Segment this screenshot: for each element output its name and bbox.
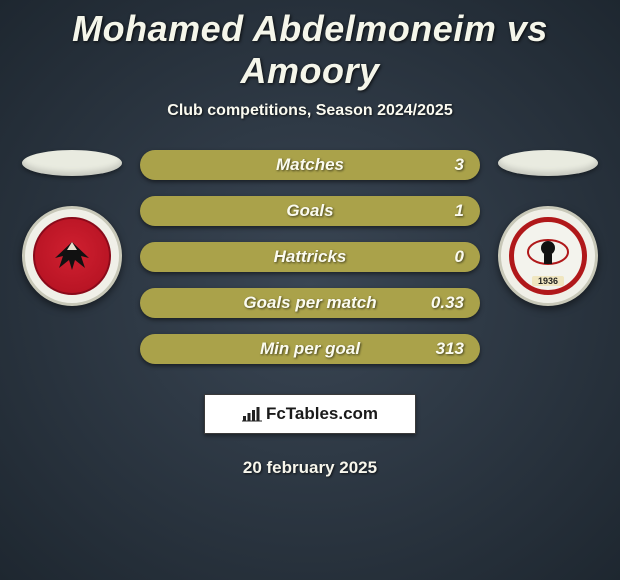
comparison-card: Mohamed Abdelmoneim vs Amoory Club compe…	[0, 0, 620, 478]
stat-value: 1	[455, 201, 464, 221]
stat-value: 0.33	[431, 293, 464, 313]
brand-label: FcTables.com	[266, 404, 378, 424]
date-line: 20 february 2025	[0, 458, 620, 478]
right-team-badge: 1936	[498, 206, 598, 306]
right-player-slot	[498, 150, 598, 176]
stat-row-goals: Goals 1	[140, 196, 480, 226]
stat-value: 0	[455, 247, 464, 267]
left-column	[22, 150, 122, 306]
subtitle: Club competitions, Season 2024/2025	[0, 102, 620, 120]
stat-row-hattricks: Hattricks 0	[140, 242, 480, 272]
page-title: Mohamed Abdelmoneim vs Amoory	[0, 8, 620, 92]
stat-value: 313	[436, 339, 464, 359]
stat-label: Min per goal	[260, 339, 360, 359]
stat-value: 3	[455, 155, 464, 175]
club-mark-icon	[525, 234, 571, 270]
stat-row-matches: Matches 3	[140, 150, 480, 180]
right-column: 1936	[498, 150, 598, 306]
stat-row-mpg: Min per goal 313	[140, 334, 480, 364]
brand-box[interactable]: FcTables.com	[204, 394, 416, 434]
bar-chart-icon	[242, 406, 262, 422]
main-row: Matches 3 Goals 1 Hattricks 0 Goals per …	[0, 150, 620, 364]
stat-label: Hattricks	[274, 247, 347, 267]
stat-label: Goals per match	[243, 293, 376, 313]
eagle-icon	[47, 238, 97, 272]
badge-year: 1936	[532, 276, 564, 286]
left-team-badge	[22, 206, 122, 306]
left-player-slot	[22, 150, 122, 176]
stat-label: Goals	[286, 201, 333, 221]
stats-column: Matches 3 Goals 1 Hattricks 0 Goals per …	[140, 150, 480, 364]
stat-label: Matches	[276, 155, 344, 175]
stat-row-gpm: Goals per match 0.33	[140, 288, 480, 318]
